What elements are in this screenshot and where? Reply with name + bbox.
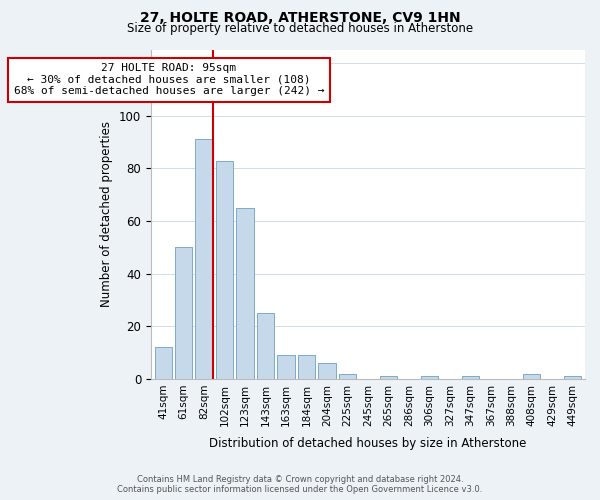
Y-axis label: Number of detached properties: Number of detached properties (100, 122, 113, 308)
Bar (257, 313, 274, 379)
Bar (236, 208, 254, 379)
Bar (319, 363, 336, 379)
Bar (216, 160, 233, 379)
Text: Contains HM Land Registry data © Crown copyright and database right 2024.
Contai: Contains HM Land Registry data © Crown c… (118, 474, 482, 494)
X-axis label: Distribution of detached houses by size in Atherstone: Distribution of detached houses by size … (209, 437, 527, 450)
Bar (339, 374, 356, 379)
Bar (461, 376, 479, 379)
Text: Size of property relative to detached houses in Atherstone: Size of property relative to detached ho… (127, 22, 473, 35)
Bar (155, 348, 172, 379)
Text: 27, HOLTE ROAD, ATHERSTONE, CV9 1HN: 27, HOLTE ROAD, ATHERSTONE, CV9 1HN (140, 11, 460, 25)
Text: 27 HOLTE ROAD: 95sqm
← 30% of detached houses are smaller (108)
68% of semi-deta: 27 HOLTE ROAD: 95sqm ← 30% of detached h… (14, 63, 324, 96)
Bar (380, 376, 397, 379)
Bar (564, 376, 581, 379)
Bar (298, 355, 315, 379)
Bar (523, 374, 541, 379)
Bar (196, 140, 213, 379)
Bar (175, 248, 193, 379)
Bar (421, 376, 438, 379)
Bar (277, 355, 295, 379)
